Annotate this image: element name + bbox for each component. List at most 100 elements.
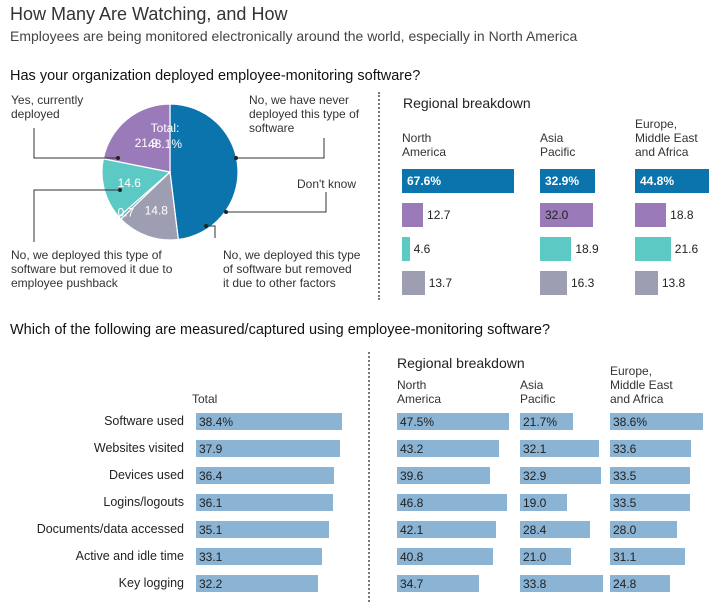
chart-title: How Many Are Watching, and How bbox=[10, 4, 288, 24]
row-label-2: Devices used bbox=[108, 468, 184, 482]
pie-slice-yes bbox=[169, 103, 239, 241]
measure-bar-value-1-1: 43.2 bbox=[400, 442, 424, 456]
region-bar-0-1 bbox=[540, 169, 595, 193]
measure-bar-3-0 bbox=[196, 494, 334, 511]
pie-value-never: 14.8 bbox=[145, 203, 169, 217]
measure-bar-value-2-1: 39.6 bbox=[400, 469, 424, 483]
pie-label-yes: Yes, currently deployed bbox=[11, 93, 84, 121]
region-bar-value-0-0: 67.6% bbox=[407, 174, 442, 188]
region-bar-value-3-0: 13.7 bbox=[428, 276, 453, 290]
region-bar-0-2 bbox=[635, 169, 710, 193]
leader-dontknow bbox=[226, 192, 327, 213]
measure-bar-2-1 bbox=[397, 467, 491, 484]
measure-bar-value-2-2: 32.9 bbox=[523, 469, 547, 483]
measure-bar-2-0 bbox=[196, 467, 335, 484]
leader-dot-yes bbox=[116, 156, 120, 160]
pie-value-yes: 48.1% bbox=[148, 137, 182, 151]
divider-1 bbox=[378, 92, 380, 300]
measure-bar-5-0 bbox=[196, 548, 322, 565]
region-header-emea-2: Europe, Middle East and Africa bbox=[610, 364, 673, 406]
question-deployed: Has your organization deployed employee-… bbox=[10, 68, 421, 84]
pie-value-dontknow: 0.7 bbox=[118, 206, 135, 220]
region-bar-3-0 bbox=[402, 271, 425, 295]
leader-other bbox=[206, 225, 216, 238]
pie-label-dontknow: Don't know bbox=[297, 177, 356, 191]
total-header: Total bbox=[192, 392, 218, 406]
region-header-na-1: North America bbox=[402, 131, 447, 159]
measure-bar-5-1 bbox=[397, 548, 493, 565]
measure-bar-value-3-1: 46.8 bbox=[400, 496, 424, 510]
measure-bar-1-1 bbox=[397, 440, 499, 457]
leader-pushback bbox=[33, 189, 120, 242]
measure-bar-value-1-2: 32.1 bbox=[523, 442, 547, 456]
measure-bar-value-5-0: 33.1 bbox=[199, 550, 223, 564]
region-bar-value-2-0: 4.6 bbox=[413, 242, 431, 256]
region-bar-2-1 bbox=[540, 237, 572, 261]
measure-bar-value-2-0: 36.4 bbox=[199, 469, 223, 483]
measure-bar-5-2 bbox=[520, 548, 572, 565]
measure-bar-1-3 bbox=[610, 440, 691, 457]
region-bar-value-2-1: 18.9 bbox=[575, 242, 599, 256]
leader-dot-never bbox=[234, 156, 238, 160]
region-bar-value-3-1: 16.3 bbox=[571, 276, 595, 290]
region-bar-3-2 bbox=[635, 271, 658, 295]
region-bar-value-2-2: 21.6 bbox=[674, 242, 699, 256]
region-header-na-2: North America bbox=[397, 378, 442, 406]
row-label-0: Software used bbox=[104, 414, 184, 428]
region-bar-value-3-2: 13.8 bbox=[661, 276, 686, 290]
pie-slice-never bbox=[120, 170, 179, 241]
measure-bar-value-1-3: 33.6 bbox=[613, 442, 637, 456]
measure-bar-value-6-0: 32.2 bbox=[199, 577, 223, 591]
measure-bar-0-0 bbox=[196, 413, 342, 430]
measure-bar-value-6-3: 24.8 bbox=[613, 577, 637, 591]
measure-bar-value-4-1: 42.1 bbox=[400, 523, 424, 537]
region-header-ap-2: Asia Pacific bbox=[520, 378, 556, 406]
measure-bar-3-2 bbox=[520, 494, 567, 511]
row-label-6: Key logging bbox=[118, 576, 184, 590]
pie-value-other: 14.6 bbox=[118, 176, 142, 190]
leader-yes bbox=[33, 128, 118, 159]
leader-never bbox=[236, 138, 325, 159]
measure-bar-value-4-2: 28.4 bbox=[523, 523, 547, 537]
region-header-emea-1: Europe, Middle East and Africa bbox=[635, 117, 698, 159]
region-bar-1-0 bbox=[402, 203, 424, 227]
measure-bar-value-3-3: 33.5 bbox=[613, 496, 637, 510]
region-bar-3-1 bbox=[540, 271, 567, 295]
measure-bar-0-2 bbox=[520, 413, 574, 430]
measure-bar-value-5-1: 40.8 bbox=[400, 550, 424, 564]
pie-label-other: No, we deployed this type of software bu… bbox=[223, 248, 361, 290]
measure-bar-value-3-0: 36.1 bbox=[199, 496, 223, 510]
region-bar-1-1 bbox=[540, 203, 594, 227]
pie-center-label: Total: bbox=[151, 121, 180, 135]
measure-bar-4-1 bbox=[397, 521, 496, 538]
leader-dot-other bbox=[204, 224, 208, 228]
pie-slice-pushback bbox=[102, 103, 171, 173]
region-bar-value-1-0: 12.7 bbox=[427, 208, 451, 222]
measure-bar-4-2 bbox=[520, 521, 590, 538]
region-bar-value-0-2: 44.8% bbox=[640, 174, 675, 188]
measure-bar-2-3 bbox=[610, 467, 691, 484]
regional-title-2: Regional breakdown bbox=[397, 355, 525, 371]
region-bar-0-0 bbox=[402, 169, 514, 193]
measure-bar-0-3 bbox=[610, 413, 703, 430]
measure-bar-value-5-3: 31.1 bbox=[613, 550, 637, 564]
measure-bar-value-2-3: 33.5 bbox=[613, 469, 637, 483]
measure-bar-5-3 bbox=[610, 548, 685, 565]
measure-bar-4-0 bbox=[196, 521, 330, 538]
region-bar-1-2 bbox=[635, 203, 667, 227]
leader-dot-pushback bbox=[118, 188, 122, 192]
measure-bar-value-4-0: 35.1 bbox=[199, 523, 223, 537]
measure-bar-value-6-2: 33.8 bbox=[523, 577, 547, 591]
region-bar-value-0-1: 32.9% bbox=[545, 174, 580, 188]
region-bar-value-1-2: 18.8 bbox=[670, 208, 694, 222]
row-label-3: Logins/logouts bbox=[103, 495, 184, 509]
measure-bar-3-3 bbox=[610, 494, 691, 511]
pie-value-pushback: 21.9 bbox=[135, 136, 159, 150]
row-label-1: Websites visited bbox=[93, 441, 184, 455]
measure-bar-value-0-1: 47.5% bbox=[400, 415, 435, 429]
pie-label-pushback: No, we deployed this type of software bu… bbox=[11, 248, 173, 290]
measure-bar-1-0 bbox=[196, 440, 341, 457]
measure-bar-value-4-3: 28.0 bbox=[613, 523, 637, 537]
region-bar-2-2 bbox=[635, 237, 671, 261]
divider-2 bbox=[368, 352, 370, 602]
